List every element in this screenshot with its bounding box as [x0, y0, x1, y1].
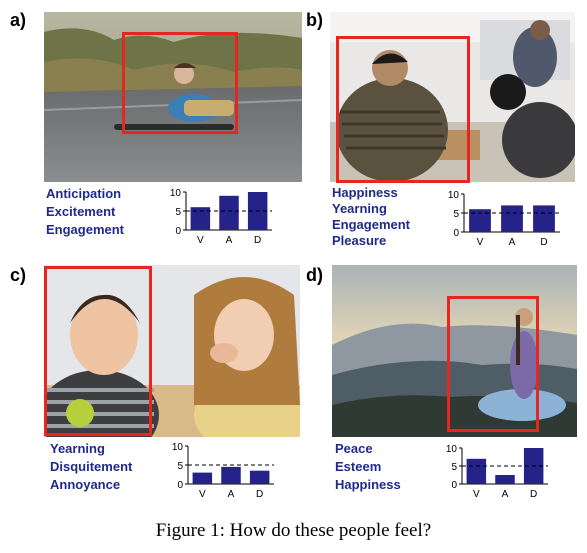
emotion-label: Yearning — [332, 201, 387, 216]
bar-A — [501, 205, 523, 232]
panel-a-bounding-box — [122, 32, 238, 134]
bar-A — [219, 195, 239, 230]
panel-b-bounding-box — [336, 36, 470, 183]
y-tick-label: 10 — [172, 442, 184, 453]
emotion-label: Pleasure — [332, 233, 387, 248]
panel-d-emotion-labels: Peace Esteem Happiness — [335, 440, 401, 494]
panel-a-emotion-labels: Anticipation Excitement Engagement — [46, 185, 124, 239]
y-tick-label: 0 — [175, 226, 181, 237]
x-tick-label: D — [540, 237, 547, 248]
panel-c-vad-chart: 0 5 10 V A D — [172, 442, 274, 500]
panel-d-bounding-box — [447, 296, 539, 432]
x-tick-label: D — [254, 235, 261, 246]
panel-c-bounding-box — [44, 266, 152, 436]
panel-c-emotion-labels: Yearning Disquitement Annoyance — [50, 440, 132, 494]
bar-A — [495, 475, 515, 484]
bar-V — [466, 458, 487, 484]
x-tick-label: A — [509, 237, 516, 248]
y-tick-label: 0 — [177, 480, 183, 491]
figure-caption: Figure 1: How do these people feel? — [155, 520, 432, 541]
panel-c-photo — [44, 265, 300, 437]
x-tick-label: V — [477, 237, 484, 248]
panel-b-emotion-labels: Happiness Yearning Engagement Pleasure — [332, 185, 410, 249]
panel-b-letter: b) — [306, 10, 323, 30]
y-tick-label: 5 — [453, 209, 459, 220]
bar-V — [469, 209, 491, 232]
x-tick-label: D — [530, 489, 537, 500]
y-tick-label: 5 — [177, 461, 183, 472]
bar-D — [249, 470, 270, 484]
emotion-label: Engagement — [46, 222, 125, 237]
x-tick-label: A — [228, 489, 235, 500]
emotion-label: Esteem — [335, 459, 382, 474]
bar-D — [533, 205, 555, 232]
x-tick-label: A — [502, 489, 509, 500]
bar-V — [192, 472, 213, 484]
y-tick-label: 5 — [451, 462, 457, 473]
panel-a-vad-chart: 0 5 10 V A D — [170, 188, 272, 246]
panel-a-letter: a) — [10, 10, 27, 30]
x-tick-label: V — [199, 489, 206, 500]
x-tick-label: V — [197, 235, 204, 246]
emotion-label: Anticipation — [46, 186, 122, 201]
x-tick-label: D — [256, 489, 263, 500]
bar-A — [221, 466, 241, 484]
emotion-label: Engagement — [332, 217, 411, 232]
emotion-label: Excitement — [46, 204, 116, 219]
y-tick-label: 5 — [175, 207, 181, 218]
emotion-label: Peace — [335, 441, 373, 456]
y-tick-label: 0 — [451, 480, 457, 491]
emotion-label: Yearning — [50, 441, 105, 456]
panel-d-vad-chart: 0 5 10 V A D — [446, 444, 548, 500]
bar-V — [190, 207, 211, 230]
x-tick-label: V — [473, 489, 480, 500]
panel-b-vad-chart: 0 5 10 V A D — [448, 190, 560, 248]
x-tick-label: A — [226, 235, 233, 246]
y-tick-label: 10 — [448, 190, 460, 201]
y-tick-label: 0 — [453, 228, 459, 239]
emotion-label: Happiness — [335, 477, 401, 492]
y-tick-label: 10 — [446, 444, 458, 455]
panel-d-letter: d) — [306, 265, 323, 285]
emotion-label: Annoyance — [50, 477, 121, 492]
emotion-label: Disquitement — [50, 459, 133, 474]
y-tick-label: 10 — [170, 188, 182, 199]
panel-c-letter: c) — [10, 265, 27, 285]
children-photo — [44, 265, 300, 437]
emotion-label: Happiness — [332, 185, 398, 200]
